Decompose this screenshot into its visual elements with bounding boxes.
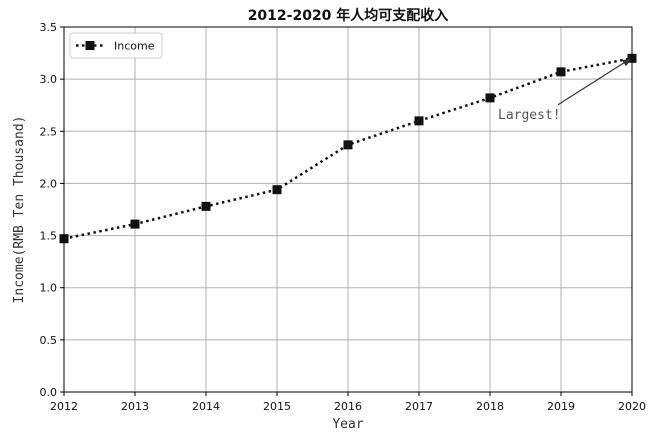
legend-label-income: Income: [114, 40, 155, 53]
x-axis-label: Year: [332, 417, 363, 432]
x-tick-label: 2019: [547, 400, 575, 413]
x-tick-label: 2012: [50, 400, 78, 413]
legend: Income: [69, 32, 163, 59]
data-point-marker: [201, 201, 211, 211]
y-tick-label: 3.5: [40, 21, 58, 34]
y-axis-label: Income(RMB Ten Thousand): [12, 116, 27, 304]
data-point-marker: [272, 185, 282, 195]
y-tick-label: 2.5: [40, 125, 58, 138]
annotation-arrow: [557, 59, 629, 106]
x-tick-label: 2020: [618, 400, 646, 413]
y-tick-label: 0.5: [40, 334, 58, 347]
annotation-group: Largest!: [498, 58, 632, 123]
x-tick-label: 2018: [476, 400, 504, 413]
grid: [63, 26, 633, 393]
annotation-arrow-head: [622, 58, 632, 67]
y-axis-ticks: 0.0 0.5 1.0 1.5 2.0 2.5 3.0 3.5: [40, 21, 64, 399]
data-point-marker: [343, 140, 353, 150]
series-line-income: [63, 57, 633, 240]
y-tick-label: 2.0: [40, 177, 58, 190]
x-axis-ticks: 2012 2013 2014 2015 2016 2017 2018 2019 2020: [50, 392, 646, 413]
x-tick-label: 2016: [334, 400, 362, 413]
y-tick-label: 3.0: [40, 73, 58, 86]
y-tick-label: 1.5: [40, 230, 58, 243]
data-point-marker: [556, 67, 566, 77]
data-point-marker: [414, 116, 424, 126]
x-tick-label: 2015: [263, 400, 291, 413]
x-tick-label: 2013: [121, 400, 149, 413]
data-point-marker: [130, 219, 140, 229]
x-tick-label: 2014: [192, 400, 220, 413]
chart-title: 2012-2020 年人均可支配收入: [248, 7, 449, 24]
legend-box: [69, 32, 163, 59]
x-tick-label: 2017: [405, 400, 433, 413]
y-tick-label: 0.0: [40, 386, 58, 399]
data-point-marker: [485, 93, 495, 103]
plot-frame: [63, 26, 633, 393]
y-tick-label: 1.0: [40, 282, 58, 295]
annotation-text: Largest!: [498, 108, 561, 123]
legend-marker: [85, 41, 95, 50]
